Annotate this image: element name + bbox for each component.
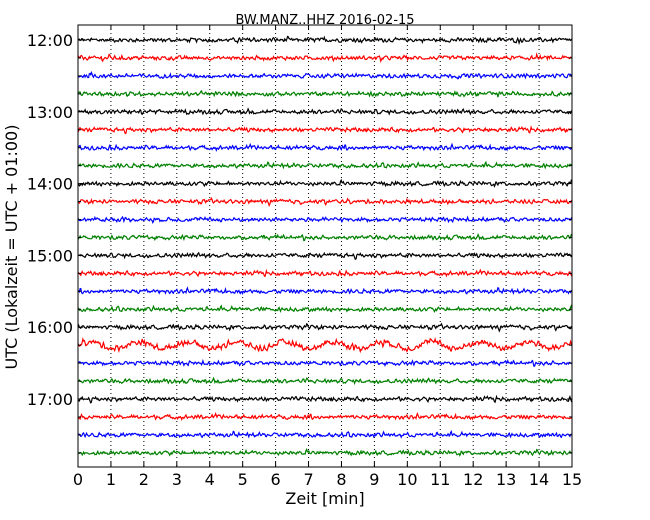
trace-1530 — [77, 286, 573, 296]
chart-title: BW.MANZ..HHZ 2016-02-15 — [235, 13, 414, 28]
trace-1215 — [77, 52, 573, 64]
trace-1230 — [77, 70, 573, 80]
trace-1615 — [77, 337, 573, 354]
trace-1400 — [77, 178, 573, 188]
trace-1545 — [77, 304, 573, 313]
y-tick-label: 17:00 — [27, 390, 73, 409]
trace-1645 — [77, 376, 573, 386]
y-tick-label: 12:00 — [27, 31, 73, 50]
plot-frame — [77, 24, 573, 468]
x-tick-label: 2 — [139, 470, 149, 489]
seismogram-traces — [77, 35, 573, 458]
trace-1715 — [78, 411, 573, 422]
x-tick-label: 9 — [369, 470, 379, 489]
y-axis-ticks: 12:00 13:00 14:00 15:00 16:00 17:00 — [27, 31, 572, 454]
trace-1500 — [77, 251, 572, 261]
trace-1200 — [77, 35, 573, 46]
trace-1600 — [77, 322, 573, 333]
trace-1415 — [77, 196, 573, 207]
x-tick-label: 11 — [430, 470, 450, 489]
trace-1515 — [77, 268, 573, 278]
trace-1730 — [77, 430, 572, 439]
trace-1700 — [77, 394, 573, 404]
x-tick-label: 4 — [205, 470, 215, 489]
x-tick-label: 5 — [238, 470, 248, 489]
x-axis-ticks: 0 1 2 3 4 5 6 7 8 9 10 11 12 13 14 15 — [73, 25, 582, 489]
y-tick-label: 13:00 — [27, 103, 73, 122]
trace-1430 — [77, 215, 573, 225]
y-axis-label: UTC (Lokalzeit = UTC + 01:00) — [2, 125, 21, 370]
x-tick-label: 0 — [73, 470, 83, 489]
x-tick-label: 13 — [496, 470, 516, 489]
trace-1330 — [77, 142, 573, 152]
trace-1245 — [77, 89, 573, 98]
trace-1300 — [77, 107, 573, 116]
x-tick-label: 1 — [106, 470, 116, 489]
trace-1315 — [77, 125, 573, 135]
y-tick-label: 16:00 — [27, 318, 73, 337]
x-tick-label: 14 — [529, 470, 549, 489]
trace-1345 — [77, 160, 573, 170]
x-tick-label: 12 — [463, 470, 483, 489]
x-tick-label: 8 — [336, 470, 346, 489]
y-tick-label: 14:00 — [27, 175, 73, 194]
x-tick-label: 6 — [271, 470, 281, 489]
grid-lines — [110, 25, 540, 467]
x-tick-label: 7 — [303, 470, 313, 489]
x-tick-label: 3 — [172, 470, 182, 489]
trace-1630 — [77, 358, 573, 367]
trace-1745 — [77, 447, 573, 458]
trace-1445 — [77, 233, 573, 242]
x-axis-label: Zeit [min] — [285, 489, 364, 508]
x-tick-label: 10 — [397, 470, 417, 489]
y-tick-label: 15:00 — [27, 246, 73, 265]
x-tick-label: 15 — [562, 470, 582, 489]
